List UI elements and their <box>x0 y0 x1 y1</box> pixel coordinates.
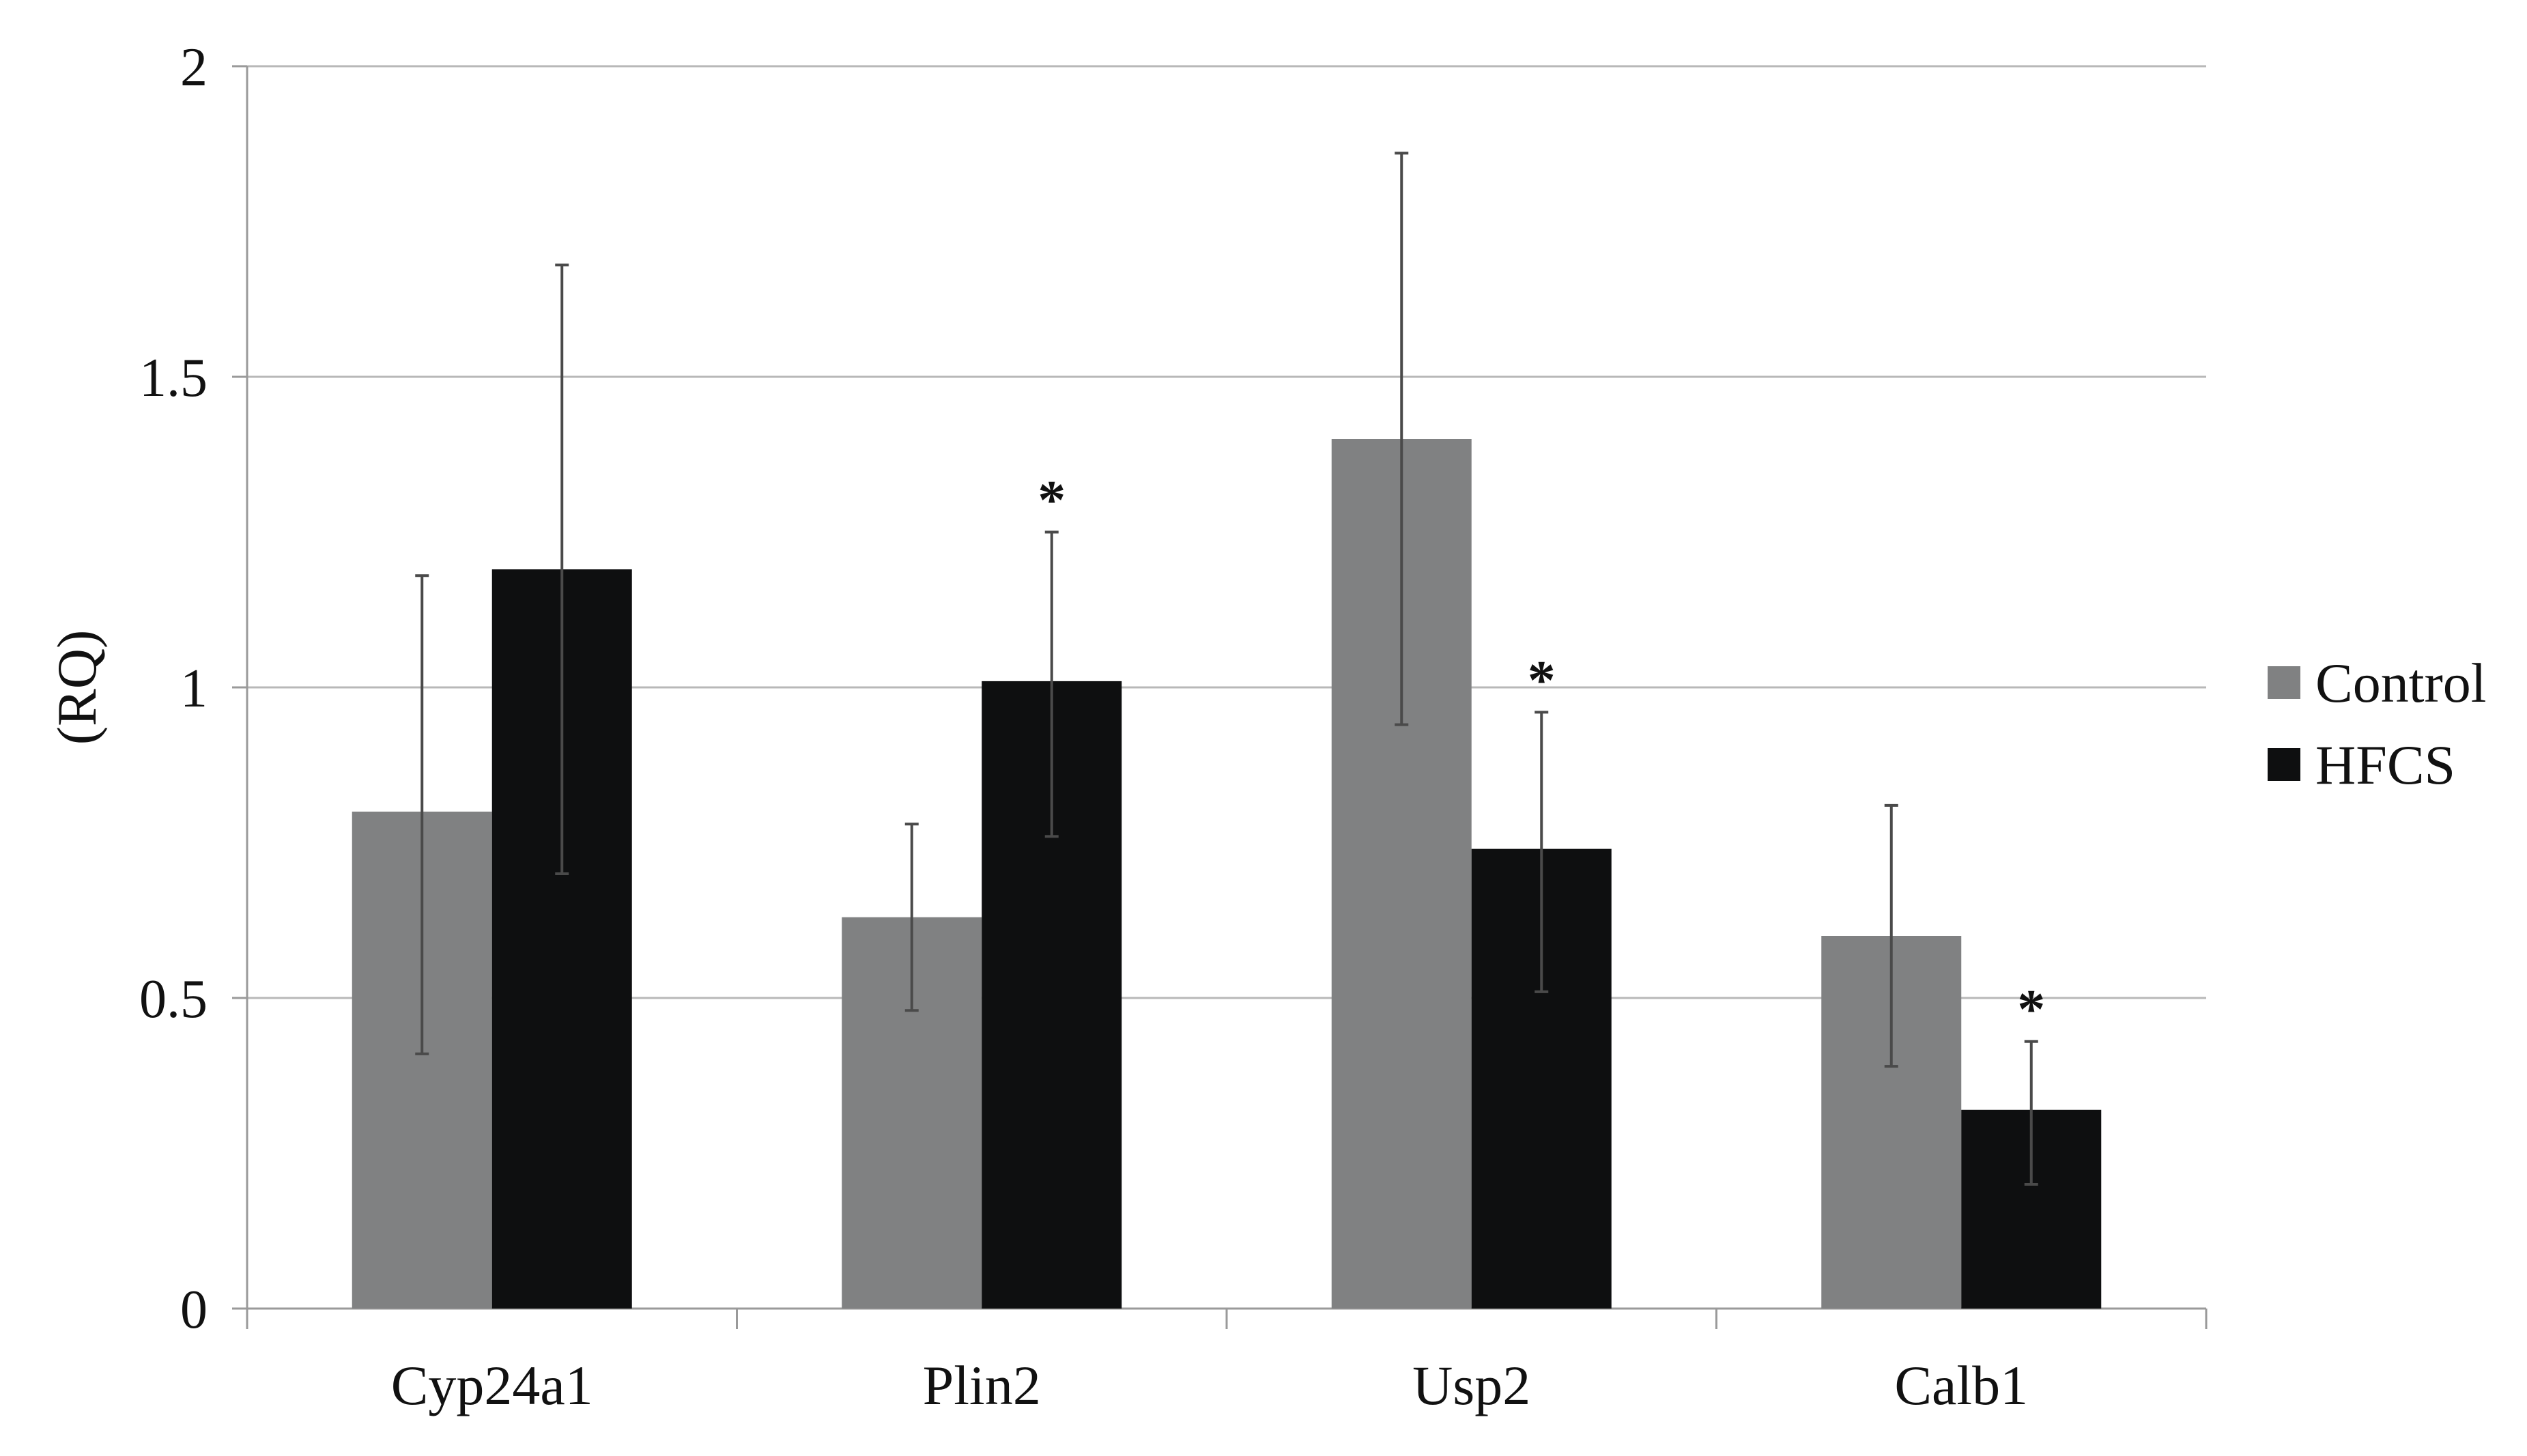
labels: 0 0.5 1 1.5 2 Cyp24a1 Plin2 Usp2 Calb1 (RQ) * * * <box>46 38 2045 1416</box>
category-label: Plin2 <box>923 1354 1041 1416</box>
y-tick-label: 1 <box>180 659 208 719</box>
y-axis-title: (RQ) <box>46 630 108 745</box>
y-tick-label: 2 <box>180 38 208 98</box>
bars <box>352 439 2102 1309</box>
y-tick-label: 0 <box>180 1280 208 1340</box>
legend-swatch-control <box>2268 666 2300 699</box>
legend-label-control: Control <box>2315 652 2487 714</box>
category-label: Usp2 <box>1412 1354 1530 1416</box>
y-tick-label: 0.5 <box>139 969 208 1029</box>
significance-marker: * <box>1038 469 1066 531</box>
category-label: Calb1 <box>1894 1354 2028 1416</box>
legend-label-hfcs: HFCS <box>2315 734 2455 796</box>
category-label: Cyp24a1 <box>391 1354 593 1416</box>
significance-marker: * <box>2017 978 2045 1040</box>
y-tick-label: 1.5 <box>139 348 208 408</box>
legend-swatch-hfcs <box>2268 748 2300 781</box>
error-bars <box>415 152 2038 1186</box>
legend: Control HFCS <box>2268 652 2487 796</box>
significance-marker: * <box>1528 648 1556 711</box>
